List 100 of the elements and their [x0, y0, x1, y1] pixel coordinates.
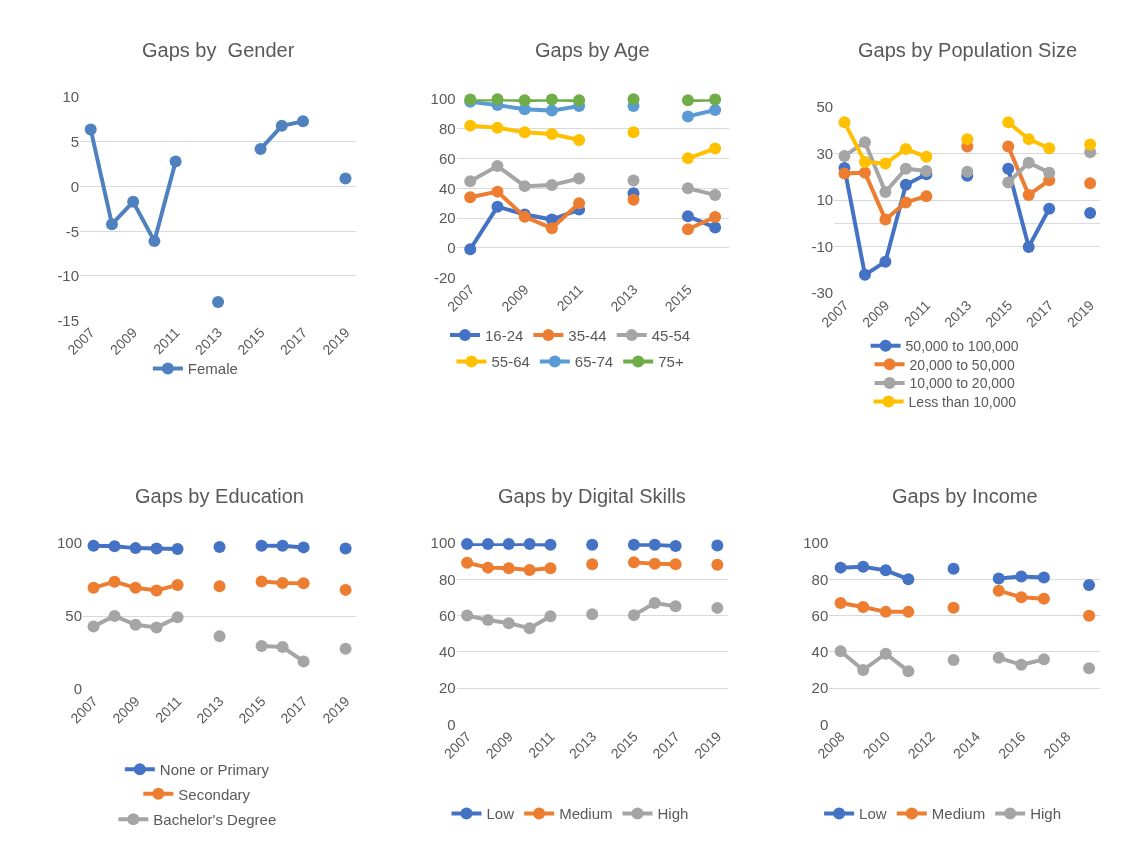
- point: [1015, 658, 1028, 671]
- point: [491, 160, 504, 173]
- point: [108, 610, 121, 623]
- point: [879, 605, 892, 618]
- point: [857, 600, 870, 613]
- point: [858, 268, 871, 281]
- point: [255, 575, 268, 588]
- point: [213, 541, 226, 554]
- y-tick-label: 100: [57, 534, 83, 552]
- point: [902, 665, 915, 678]
- legend-label: Medium: [931, 805, 986, 823]
- point: [518, 94, 531, 107]
- point: [150, 584, 163, 597]
- point: [544, 538, 557, 551]
- point: [627, 93, 640, 106]
- point: [212, 295, 225, 308]
- legend-label: 20,000 to 50,000: [909, 356, 1015, 373]
- point: [648, 557, 661, 570]
- point: [1043, 166, 1056, 179]
- point: [276, 640, 289, 653]
- point: [502, 538, 515, 551]
- legend-label: Medium: [559, 805, 613, 823]
- point: [297, 541, 310, 554]
- point: [834, 561, 847, 574]
- point: [586, 538, 599, 551]
- y-tick-label: 0: [819, 715, 829, 733]
- point: [523, 622, 536, 635]
- point: [709, 221, 722, 234]
- point: [834, 645, 847, 658]
- point: [1043, 142, 1056, 155]
- point: [627, 193, 640, 206]
- point: [947, 653, 960, 666]
- y-tick-label: 100: [430, 90, 456, 108]
- point: [481, 561, 494, 574]
- point: [545, 93, 558, 106]
- point: [648, 596, 661, 609]
- point: [491, 121, 504, 134]
- point: [1083, 662, 1096, 675]
- y-tick-label: 100: [803, 534, 829, 552]
- point: [1022, 189, 1035, 201]
- y-tick-label: 40: [811, 643, 829, 661]
- y-tick-label: 0: [73, 680, 83, 698]
- point: [213, 630, 226, 643]
- point: [709, 104, 722, 117]
- legend-label: 75+: [658, 353, 684, 371]
- point: [711, 601, 724, 614]
- point: [681, 152, 694, 165]
- point: [858, 136, 871, 149]
- point: [879, 157, 892, 170]
- y-tick-label: 60: [438, 606, 456, 624]
- point: [523, 538, 536, 551]
- point: [681, 94, 694, 107]
- legend-label: Bachelor's Degree: [153, 811, 277, 829]
- point: [339, 542, 352, 555]
- point: [255, 539, 268, 552]
- point: [920, 190, 933, 203]
- point: [573, 172, 586, 185]
- point: [464, 191, 477, 204]
- point: [669, 600, 682, 613]
- chart-title: Gaps by Gender: [142, 39, 295, 61]
- point: [1084, 138, 1097, 151]
- point: [502, 617, 515, 630]
- y-tick-label: -20: [433, 268, 456, 286]
- point: [627, 174, 640, 187]
- legend-label: 45-54: [651, 326, 691, 344]
- point: [1037, 653, 1050, 666]
- point: [518, 180, 531, 193]
- point: [1015, 591, 1028, 604]
- y-tick-label: 50: [65, 607, 83, 625]
- point: [129, 542, 142, 555]
- point: [297, 577, 310, 590]
- point: [902, 605, 915, 618]
- chart-title: Gaps by Education: [135, 485, 304, 507]
- point: [544, 610, 557, 623]
- point: [171, 611, 184, 624]
- point: [1002, 140, 1015, 153]
- point: [1015, 570, 1028, 583]
- chart-title: Gaps by Population Size: [858, 39, 1078, 61]
- point: [105, 218, 118, 231]
- point: [627, 556, 640, 569]
- legend-label: 55-64: [491, 353, 530, 371]
- point: [545, 222, 558, 235]
- y-tick-label: 80: [811, 570, 829, 588]
- point: [545, 104, 558, 117]
- legend-label: High: [1030, 805, 1062, 823]
- y-tick-label: 100: [430, 534, 456, 552]
- point: [1083, 609, 1096, 622]
- point: [1022, 133, 1035, 146]
- point: [899, 142, 912, 155]
- legend-label: 50,000 to 100,000: [905, 338, 1019, 355]
- point: [339, 583, 352, 596]
- point: [481, 538, 494, 551]
- y-tick-label: -30: [811, 284, 834, 302]
- legend-label: 35-44: [568, 326, 607, 344]
- y-tick-label: 20: [438, 209, 456, 227]
- y-tick-label: 5: [70, 133, 80, 151]
- point: [879, 255, 892, 268]
- point: [992, 651, 1005, 664]
- point: [1043, 202, 1056, 215]
- point: [838, 149, 851, 162]
